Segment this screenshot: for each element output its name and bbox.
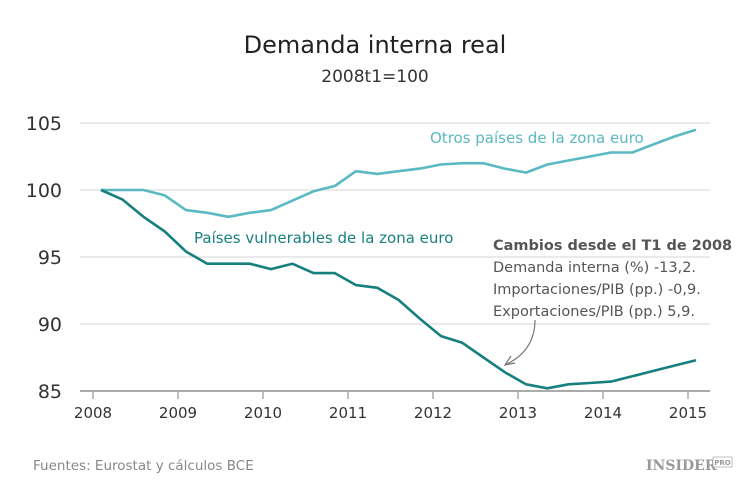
arrow-head-icon (503, 355, 516, 366)
series-label-vulnerables: Países vulnerables de la zona euro (194, 229, 453, 247)
annotation-line: Demanda interna (%) -13,2. (493, 260, 696, 276)
x-tick-label: 2015 (669, 404, 707, 422)
series-lines (100, 128, 697, 390)
y-tick-label: 95 (38, 247, 62, 269)
x-tick-label: 2009 (159, 404, 197, 422)
y-tick-label: 90 (38, 314, 62, 336)
y-tick-label: 105 (26, 113, 62, 135)
x-axis: 2008 2009 2010 2011 2012 2013 2014 2015 (74, 392, 707, 422)
annotation-line: Importaciones/PIB (pp.) -0,9. (493, 282, 701, 298)
svg-text:PRO: PRO (714, 459, 731, 467)
chart-title: Demanda interna real (244, 31, 507, 59)
x-tick-label: 2014 (584, 404, 622, 422)
chart-subtitle: 2008t1=100 (321, 67, 428, 87)
svg-text:INSIDER: INSIDER (646, 458, 717, 474)
annotation-line: Exportaciones/PIB (pp.) 5,9. (493, 304, 695, 320)
y-tick-label: 85 (38, 381, 62, 403)
x-tick-label: 2011 (329, 404, 367, 422)
x-tick-label: 2010 (244, 404, 282, 422)
series-line-vulnerables (100, 188, 697, 390)
source-note: Fuentes: Eurostat y cálculos BCE (33, 458, 254, 474)
x-tick-label: 2008 (74, 404, 112, 422)
series-label-otros: Otros países de la zona euro (430, 129, 644, 147)
annotation: Cambios desde el T1 de 2008 Demanda inte… (493, 238, 732, 366)
annotation-heading: Cambios desde el T1 de 2008 (493, 238, 732, 254)
gridlines (80, 122, 710, 392)
y-axis: 105 100 95 90 85 (26, 113, 62, 403)
y-tick-label: 100 (26, 180, 62, 202)
insider-pro-logo: INSIDER PRO (646, 456, 733, 474)
annotation-arrow (504, 319, 536, 366)
x-tick-label: 2013 (499, 404, 537, 422)
x-tick-label: 2012 (414, 404, 452, 422)
series-line-otros (101, 128, 697, 219)
